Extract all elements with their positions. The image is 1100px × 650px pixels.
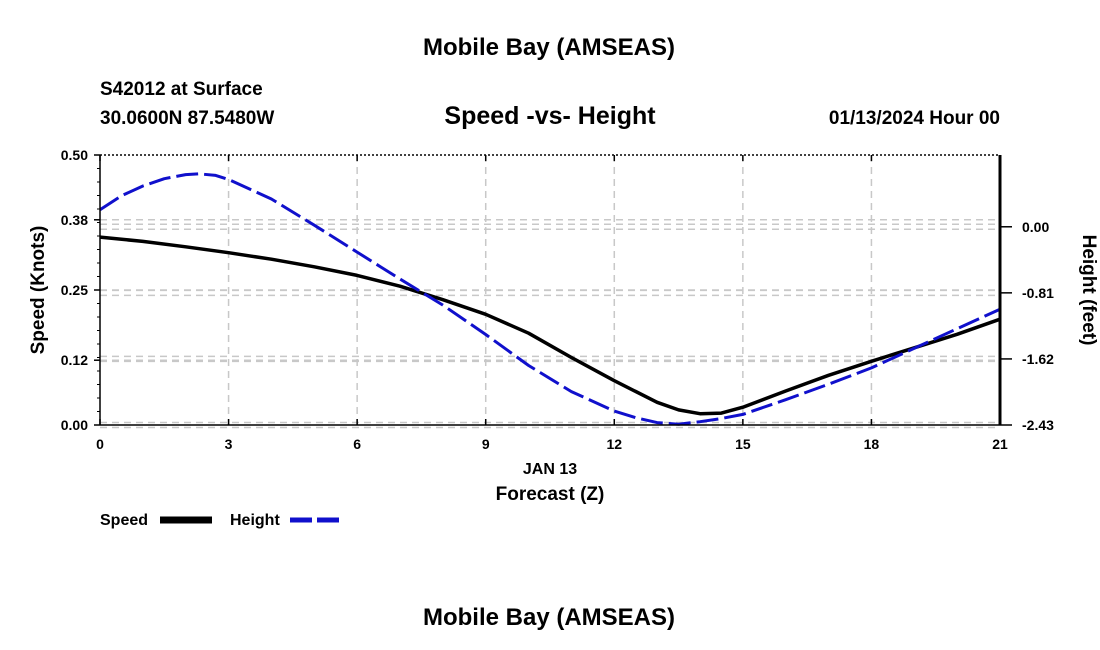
x-tick-label: 9 <box>482 436 490 452</box>
y-right-tick-label: 0.00 <box>1022 219 1049 235</box>
legend: Speed Height <box>100 512 342 529</box>
legend-speed-label: Speed <box>100 512 148 529</box>
x-tick-label: 21 <box>992 436 1008 452</box>
chart-title: Speed -vs- Height <box>444 102 656 130</box>
station-label: S42012 at Surface <box>100 79 263 100</box>
legend-height-label: Height <box>230 512 280 529</box>
x-tick-label: 3 <box>225 436 233 452</box>
y-left-tick-label: 0.25 <box>61 282 88 298</box>
tick-layer: 0 3 6 9 12 15 18 21 0.00 0.12 0.25 0.38 0.50 0.00 -0.8… <box>61 147 1054 452</box>
y-right-tick-label: -1.62 <box>1022 351 1054 367</box>
y-axis-right-label: Height (feet) <box>1078 235 1099 346</box>
y-left-tick-label: 0.50 <box>61 147 88 163</box>
y-left-tick-label: 0.38 <box>61 212 88 228</box>
y-right-tick-label: -0.81 <box>1022 285 1054 301</box>
x-tick-label: 15 <box>735 436 751 452</box>
x-tick-label: 12 <box>606 436 622 452</box>
plot-frame <box>99 154 1002 426</box>
footer-title: Mobile Bay (AMSEAS) <box>423 604 675 631</box>
grid-layer <box>100 155 1000 429</box>
y-left-tick-label: 0.12 <box>61 352 88 368</box>
series-line-height <box>99 172 1001 426</box>
series-layer <box>99 172 1001 426</box>
y-axis-left-label: Speed (Knots) <box>28 226 49 355</box>
page-title: Mobile Bay (AMSEAS) <box>423 34 675 61</box>
x-tick-label: 6 <box>353 436 361 452</box>
x-tick-label: 0 <box>96 436 104 452</box>
station-coords: 30.0600N 87.5480W <box>100 108 274 129</box>
x-axis-label: Forecast (Z) <box>496 484 605 505</box>
y-left-tick-label: 0.00 <box>61 417 88 433</box>
y-right-tick-label: -2.43 <box>1022 417 1054 433</box>
x-tick-label: 18 <box>864 436 880 452</box>
x-axis-date-label: JAN 13 <box>523 461 577 478</box>
forecast-datetime: 01/13/2024 Hour 00 <box>829 108 1000 129</box>
series-line-speed <box>99 235 1001 416</box>
